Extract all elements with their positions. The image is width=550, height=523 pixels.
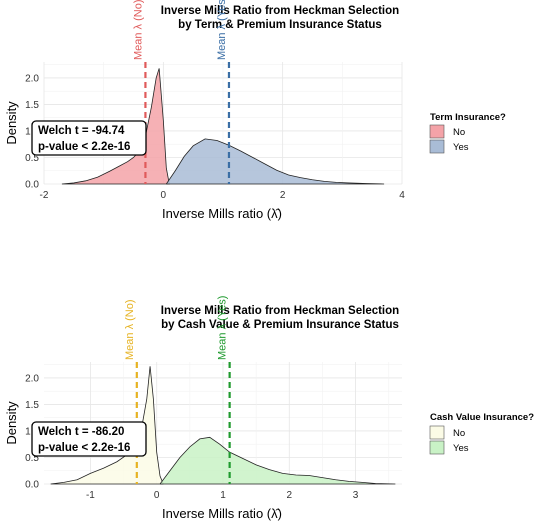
legend: Cash Value Insurance? No Yes [429, 412, 534, 455]
x-tick-label: 1 [220, 490, 226, 501]
x-tick-label: 0 [161, 190, 167, 201]
welch-t-label: Welch t = -94.74 [38, 125, 125, 137]
legend-swatch-no [429, 425, 445, 440]
cash-value-insurance-panel: Inverse Mills Ratio from Heckman Selecti… [4, 296, 534, 521]
x-axis-label: Inverse Mills ratio (λ̂) [162, 506, 282, 521]
mean-label-no: Mean λ (No) [124, 299, 136, 360]
stat-box [31, 421, 147, 457]
welch-test-box: Welch t = -86.20 p-value < 2.2e-16 [31, 421, 147, 457]
y-tick-label: 0.5 [25, 153, 39, 164]
term-insurance-panel: Inverse Mills Ratio from Heckman Selecti… [4, 0, 506, 221]
legend-swatch-no [429, 124, 445, 139]
y-tick-label: 0.0 [25, 480, 39, 491]
x-tick-label: -1 [86, 490, 95, 501]
mean-lines: Mean λ (No) Mean λ (Yes) [132, 0, 231, 184]
p-value-label: p-value < 2.2e-16 [38, 141, 130, 153]
y-axis-label: Density [4, 401, 19, 445]
density-area-yes [159, 436, 396, 485]
stat-box [31, 120, 147, 156]
mean-label-no: Mean λ (No) [132, 0, 144, 60]
mean-label-yes: Mean λ (Yes) [217, 296, 229, 360]
chart-title-line-2: by Term & Premium Insurance Status [178, 19, 382, 31]
chart-title-line-1: Inverse Mills Ratio from Heckman Selecti… [161, 5, 399, 17]
legend-title: Cash Value Insurance? [430, 412, 534, 423]
x-tick-label: 2 [280, 190, 286, 201]
chart-title-line-2: by Cash Value & Premium Insurance Status [161, 319, 399, 331]
x-tick-label: 0 [154, 490, 160, 501]
welch-t-label: Welch t = -86.20 [38, 426, 124, 438]
x-tick-label: -2 [40, 190, 49, 201]
density-area-yes [165, 138, 385, 185]
p-value-label: p-value < 2.2e-16 [38, 442, 130, 454]
chart-title-line-1: Inverse Mills Ratio from Heckman Selecti… [161, 305, 399, 317]
x-tick-label: 3 [353, 490, 359, 501]
y-tick-label: 2.0 [25, 73, 39, 84]
x-axis-label: Inverse Mills ratio (λ̂) [162, 206, 282, 221]
x-tick-label: 2 [287, 490, 293, 501]
legend: Term Insurance? No Yes [429, 112, 506, 154]
legend-label-no: No [453, 428, 465, 439]
welch-test-box: Welch t = -94.74 p-value < 2.2e-16 [31, 120, 147, 156]
y-tick-label: 1.5 [25, 100, 39, 111]
y-axis-label: Density [4, 101, 19, 145]
legend-label-no: No [453, 127, 465, 138]
legend-title: Term Insurance? [430, 112, 506, 123]
legend-swatch-yes [429, 139, 445, 154]
mean-label-yes: Mean λ (Yes) [216, 0, 228, 60]
y-tick-label: 0.0 [25, 180, 39, 191]
y-tick-label: 0.5 [25, 453, 39, 464]
legend-label-yes: Yes [453, 142, 469, 153]
x-tick-labels: -1 0 1 2 3 [86, 490, 359, 501]
x-tick-labels: -2 0 2 4 [40, 190, 406, 201]
y-tick-label: 2.0 [25, 373, 39, 384]
legend-swatch-yes [429, 440, 445, 455]
x-tick-label: 4 [399, 190, 405, 201]
legend-label-yes: Yes [453, 443, 469, 454]
y-tick-label: 1.5 [25, 400, 39, 411]
